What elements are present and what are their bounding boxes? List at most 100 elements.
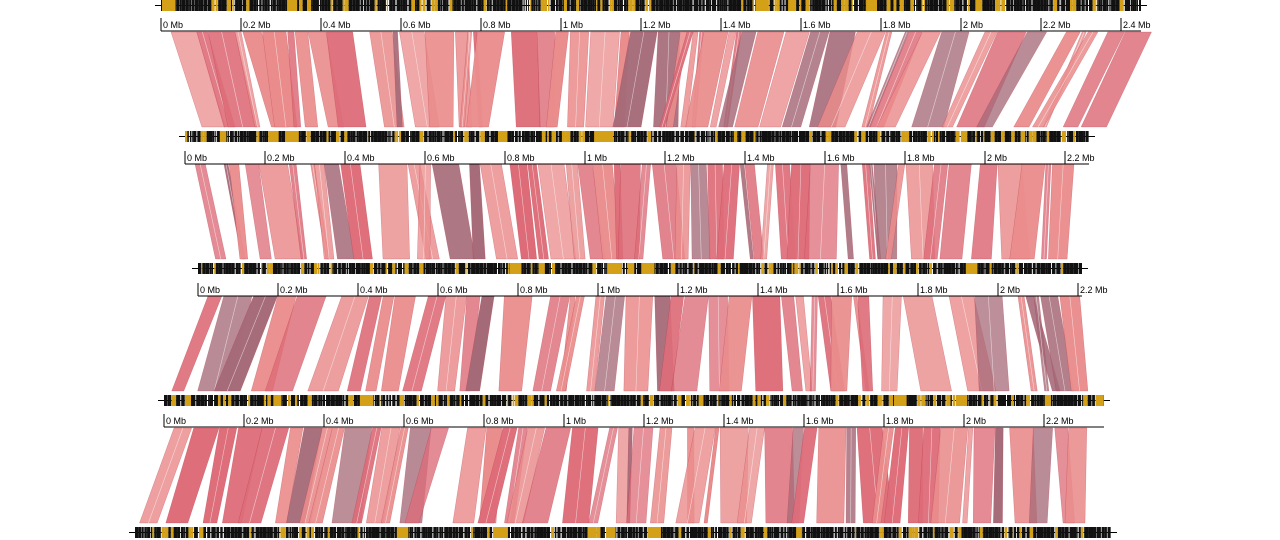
synteny-block bbox=[392, 31, 403, 128]
gene-segment-highlighted bbox=[949, 0, 955, 11]
gene-segment bbox=[1060, 0, 1062, 11]
gene-segment-highlighted bbox=[917, 395, 921, 406]
gene-cluster-highlighted bbox=[509, 263, 522, 274]
gene-segment bbox=[640, 131, 644, 142]
gene-segment-highlighted bbox=[307, 0, 312, 11]
gene-segment bbox=[709, 0, 712, 11]
gene-segment bbox=[752, 263, 756, 274]
gene-segment-highlighted bbox=[910, 0, 914, 11]
gene-segment bbox=[206, 131, 209, 142]
gene-segment bbox=[925, 0, 927, 11]
gene-segment-highlighted bbox=[905, 131, 910, 142]
gene-segment-highlighted bbox=[540, 0, 545, 11]
gene-segment bbox=[312, 0, 316, 11]
gene-segment bbox=[1004, 263, 1006, 274]
gene-segment-highlighted bbox=[282, 527, 286, 538]
gene-segment-highlighted bbox=[566, 131, 571, 142]
gene-segment bbox=[1096, 527, 1101, 538]
gene-segment-highlighted bbox=[419, 0, 422, 11]
gene-segment bbox=[255, 527, 260, 538]
gene-segment bbox=[392, 395, 396, 406]
gene-segment bbox=[1065, 0, 1071, 11]
gene-segment bbox=[801, 0, 806, 11]
gene-segment bbox=[546, 527, 550, 538]
synteny-gap-line bbox=[423, 163, 426, 260]
gene-segment bbox=[537, 263, 539, 274]
gene-segment bbox=[975, 395, 978, 406]
tick-label: 1.6 Mb bbox=[840, 285, 868, 295]
gene-segment bbox=[1020, 395, 1024, 406]
gene-segment bbox=[594, 395, 596, 406]
gene-segment-highlighted bbox=[741, 0, 744, 11]
gene-segment bbox=[802, 527, 806, 538]
gene-segment bbox=[684, 0, 688, 11]
gene-segment bbox=[875, 131, 878, 142]
gene-segment bbox=[717, 0, 720, 11]
gene-segment bbox=[443, 395, 446, 406]
synteny-block bbox=[237, 427, 290, 524]
gene-segment bbox=[397, 263, 403, 274]
gene-segment bbox=[769, 527, 772, 538]
gene-segment-highlighted bbox=[459, 395, 462, 406]
gene-segment bbox=[434, 131, 437, 142]
scale-axis-3: 0 Mb 0.2 Mb 0.4 Mb 0.6 Mb 0.8 Mb 1 Mb 1.2 Mb 1.… bbox=[197, 283, 1108, 297]
gene-segment bbox=[735, 263, 738, 274]
gene-segment-highlighted bbox=[815, 263, 818, 274]
gene-segment bbox=[987, 131, 991, 142]
gene-segment-highlighted bbox=[927, 131, 931, 142]
synteny-gap-line bbox=[876, 31, 916, 128]
gene-segment-highlighted bbox=[544, 0, 548, 11]
gene-segment-highlighted bbox=[313, 263, 318, 274]
gene-segment bbox=[465, 395, 469, 406]
gene-segment bbox=[353, 395, 358, 406]
gene-segment-highlighted bbox=[330, 0, 333, 11]
synteny-gap-line bbox=[604, 295, 616, 392]
gene-segment bbox=[1015, 395, 1020, 406]
gene-segment bbox=[419, 395, 424, 406]
gene-segment bbox=[468, 131, 471, 142]
gene-segment bbox=[897, 131, 901, 142]
gene-segment bbox=[360, 527, 363, 538]
gene-segment bbox=[866, 263, 871, 274]
synteny-block bbox=[466, 31, 505, 128]
gene-segment bbox=[787, 527, 789, 538]
gene-segment bbox=[408, 395, 413, 406]
gene-segment bbox=[242, 0, 247, 11]
gene-segment bbox=[237, 527, 242, 538]
gene-segment bbox=[533, 0, 536, 11]
gene-segment-highlighted bbox=[901, 131, 906, 142]
gene-segment bbox=[534, 263, 538, 274]
gene-segment-highlighted bbox=[921, 395, 926, 406]
gene-segment bbox=[539, 527, 544, 538]
gene-segment bbox=[1036, 395, 1040, 406]
gene-segment bbox=[528, 0, 530, 11]
gene-segment bbox=[497, 263, 501, 274]
gene-segment bbox=[798, 131, 802, 142]
gene-segment bbox=[863, 263, 867, 274]
gene-segment bbox=[851, 527, 855, 538]
gene-segment bbox=[362, 131, 368, 142]
gene-segment bbox=[230, 527, 235, 538]
gene-segment-highlighted bbox=[715, 131, 718, 142]
gene-segment bbox=[359, 131, 363, 142]
gene-segment bbox=[374, 395, 377, 406]
gene-segment-highlighted bbox=[217, 395, 221, 406]
gene-segment-highlighted bbox=[955, 395, 959, 406]
synteny-gap-line bbox=[681, 163, 684, 260]
gene-segment bbox=[458, 527, 464, 538]
gene-segment-highlighted bbox=[741, 131, 746, 142]
gene-segment bbox=[555, 395, 557, 406]
gene-segment bbox=[985, 263, 990, 274]
gene-segment-highlighted bbox=[993, 395, 997, 406]
synteny-gap-line bbox=[518, 163, 530, 260]
gene-segment bbox=[262, 0, 265, 11]
gene-segment-highlighted bbox=[551, 527, 555, 538]
gene-segment bbox=[350, 131, 353, 142]
gene-segment-highlighted bbox=[946, 0, 950, 11]
gene-segment bbox=[866, 527, 868, 538]
gene-segment bbox=[225, 263, 229, 274]
gene-segment bbox=[252, 131, 257, 142]
synteny-block bbox=[477, 427, 518, 524]
gene-segment bbox=[1004, 131, 1010, 142]
gene-segment bbox=[200, 395, 205, 406]
